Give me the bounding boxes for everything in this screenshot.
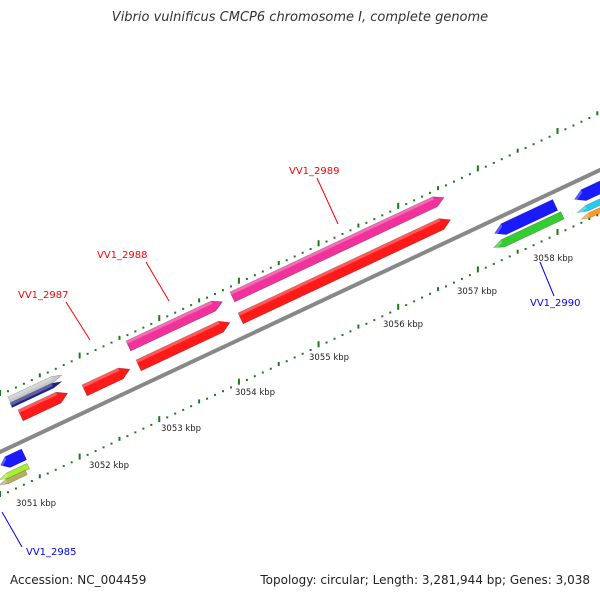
gene-cyan-1 [576, 198, 600, 214]
map-title: Vibrio vulnificus CMCP6 chromosome I, co… [111, 10, 489, 25]
gene-pink-1 [125, 300, 224, 352]
backbone [0, 167, 600, 455]
gene-blue-vv1-2985 [0, 448, 28, 468]
gene-navy-1 [9, 381, 62, 408]
gene-green-1-highlight [493, 239, 503, 251]
gene-lime-1-highlight [0, 472, 8, 483]
gene-red-2-vv1-2987-highlight [82, 367, 120, 388]
gene-orange-1-highlight [581, 213, 590, 222]
summary-text: Topology: circular; Length: 3,281,944 bp… [260, 573, 590, 587]
scale-label-3051: 3051 kbp [16, 499, 56, 509]
gene-orange-1 [579, 207, 600, 220]
gene-pink-1-highlight [126, 301, 213, 344]
gene-blue-vv1-2990 [493, 199, 559, 235]
gene-pink-2-highlight [230, 196, 435, 295]
scale-label-3055: 3055 kbp [309, 353, 349, 363]
gene-gray-1 [7, 374, 63, 403]
gene-blue-vv1-2985-highlight [0, 456, 7, 469]
gene-gray-1-highlight [8, 376, 53, 400]
gene-label-vv1-2987[interactable]: VV1_2987 [18, 290, 69, 301]
gene-red-4-vv1-2989-highlight [238, 218, 441, 316]
leader-line-vv1-2987 [65, 301, 91, 341]
gene-blue-2-highlight [574, 189, 583, 203]
tick-marks [0, 111, 599, 497]
backbone-line [0, 167, 600, 455]
gene-label-vv1-2988[interactable]: VV1_2988 [97, 250, 148, 261]
gene-green-1 [492, 211, 565, 249]
gene-label-vv1-2989[interactable]: VV1_2989 [289, 166, 340, 177]
accession-text: Accession: NC_004459 [10, 573, 147, 587]
leader-line-vv1-2985 [1, 511, 23, 548]
scale-label-3052: 3052 kbp [89, 461, 129, 471]
gene-olive-1-highlight [0, 479, 8, 488]
gene-red-4-vv1-2989 [237, 218, 452, 325]
gene-navy-1-highlight [10, 383, 53, 406]
gene-blue-2 [573, 180, 600, 201]
scale-label-3053: 3053 kbp [161, 424, 201, 434]
gene-red-1-highlight [18, 392, 58, 413]
gene-red-2-vv1-2987 [81, 367, 131, 397]
gene-blue-vv1-2990-highlight [494, 223, 503, 237]
gene-pink-2 [229, 196, 445, 303]
gene-features [0, 180, 600, 488]
gene-label-vv1-2990[interactable]: VV1_2990 [530, 298, 581, 309]
leader-line-vv1-2988 [145, 261, 170, 302]
gene-label-vv1-2985[interactable]: VV1_2985 [26, 547, 77, 558]
gene-red-1 [17, 391, 69, 422]
gene-olive-1 [0, 469, 28, 486]
gene-cyan-1-highlight [577, 205, 587, 216]
gene-red-3-vv1-2988 [135, 320, 231, 372]
scale-label-3054: 3054 kbp [235, 388, 275, 398]
leader-line-vv1-2989 [316, 177, 339, 225]
gene-red-3-vv1-2988-highlight [136, 321, 220, 363]
scale-label-3058: 3058 kbp [533, 254, 573, 264]
leader-line-vv1-2990 [539, 261, 555, 297]
scale-label-3057: 3057 kbp [457, 287, 497, 297]
scale-label-3056: 3056 kbp [383, 320, 423, 330]
